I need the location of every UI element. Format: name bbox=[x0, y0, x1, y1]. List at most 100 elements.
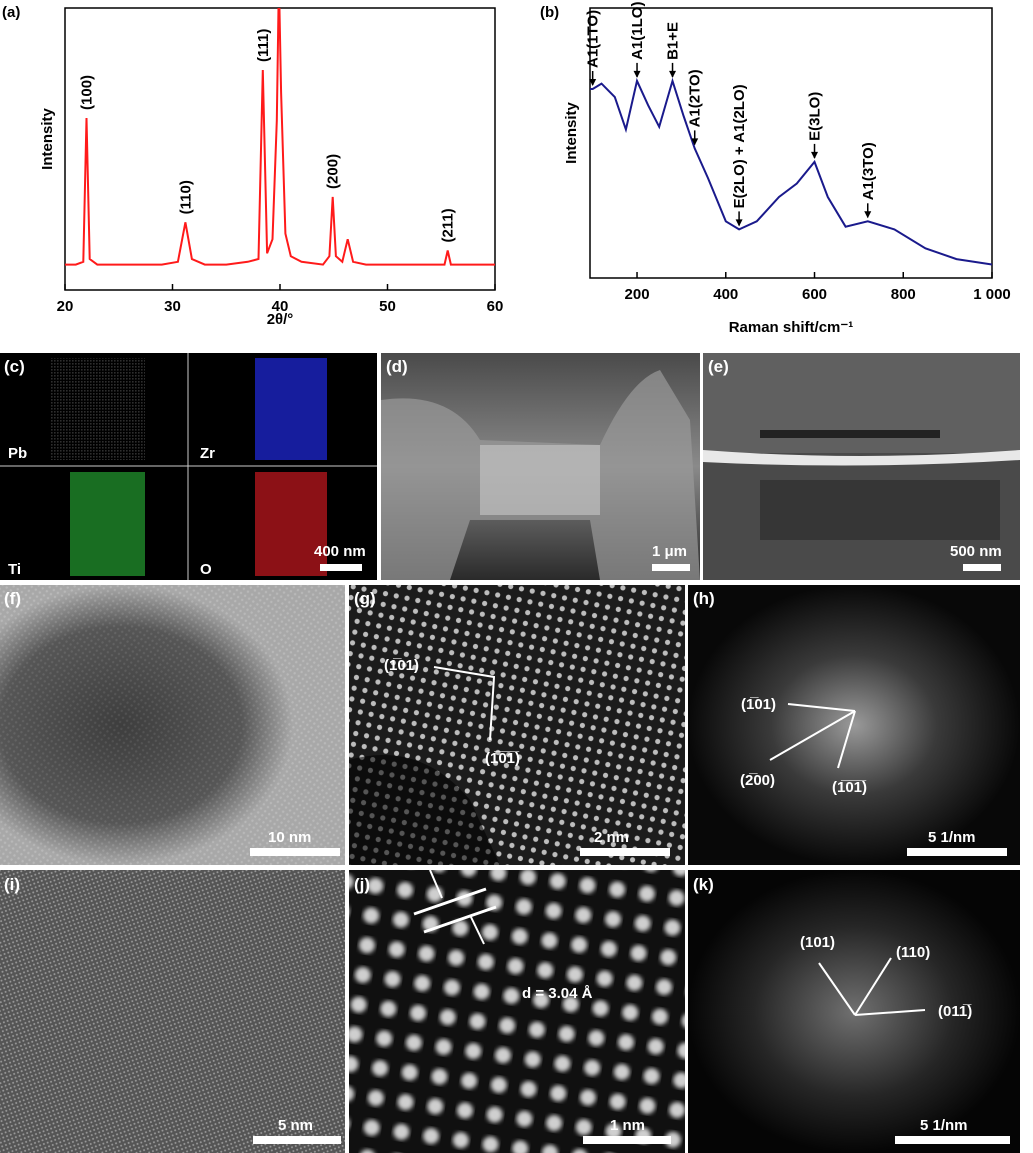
panel-h: (h) (1̅01) (2̅00) (1̅0̅1̅) 5 1/nm bbox=[688, 585, 1020, 865]
annotation: A1(3TO) bbox=[860, 142, 877, 200]
annotation: (1̅01) bbox=[741, 696, 776, 713]
data-line bbox=[590, 77, 992, 266]
x-tick-label: 1 000 bbox=[973, 286, 1011, 303]
scale-bar bbox=[580, 848, 670, 856]
x-axis-label: Raman shift/cm⁻¹ bbox=[729, 319, 854, 336]
panel-e: (e) 500 nm bbox=[703, 353, 1020, 580]
scale-bar bbox=[320, 564, 362, 571]
annotation-arrowhead bbox=[735, 219, 743, 227]
x-tick-label: 800 bbox=[891, 286, 916, 303]
eds-map bbox=[255, 358, 327, 460]
scale-bar bbox=[583, 1136, 671, 1144]
panel-j: (j) d = 3.04 Å 1 nm bbox=[349, 869, 685, 1153]
scale-bar-label: 2 nm bbox=[594, 829, 629, 846]
annotation: A1(1LO) bbox=[629, 2, 646, 60]
chart: (a) 20 30 40 50 60 2θ/° Intensity (100) (110) (111… bbox=[2, 4, 504, 328]
hrtem-image bbox=[0, 870, 345, 1153]
eds-map bbox=[70, 472, 145, 576]
annotation: B1+E bbox=[665, 22, 682, 60]
annotation: (211) bbox=[440, 208, 457, 242]
annotation-arrowhead bbox=[691, 138, 699, 146]
y-axis-label: Intensity bbox=[39, 108, 56, 170]
annotation: (011̅) bbox=[938, 1003, 972, 1020]
map-label: Zr bbox=[200, 445, 215, 462]
annotation: (200) bbox=[325, 154, 342, 189]
x-tick-label: 60 bbox=[487, 298, 504, 315]
scale-bar-label: 5 nm bbox=[278, 1117, 313, 1134]
arrow bbox=[433, 666, 496, 741]
x-tick-label: 20 bbox=[57, 298, 74, 315]
scale-bar-label: 400 nm bbox=[314, 543, 366, 560]
panel-d: (d) 1 μm bbox=[381, 353, 700, 580]
hrtem-shading bbox=[0, 585, 345, 865]
map-label: Pb bbox=[8, 445, 27, 462]
annotation-arrowhead bbox=[811, 151, 819, 159]
annotation: E(3LO) bbox=[807, 92, 824, 141]
panel-label: (i) bbox=[4, 875, 20, 894]
eds-map bbox=[255, 472, 327, 576]
panel-label: (a) bbox=[2, 4, 20, 21]
annotation: (110) bbox=[896, 944, 930, 961]
annotation: (1̅01) bbox=[384, 657, 419, 674]
panel-c: (c) Pb Zr Ti O 400 nm bbox=[0, 353, 377, 580]
panel-label: (c) bbox=[4, 357, 25, 376]
panel-label: (k) bbox=[693, 875, 714, 894]
x-tick-label: 40 bbox=[272, 298, 289, 315]
eds-map bbox=[50, 358, 145, 460]
sem-lamella bbox=[480, 445, 600, 515]
scale-bar bbox=[907, 848, 1007, 856]
annotation: (2̅00) bbox=[740, 772, 775, 789]
scale-bar-label: 5 1/nm bbox=[928, 829, 976, 846]
x-axis-label: 2θ/° bbox=[267, 311, 294, 328]
panel-label: (e) bbox=[708, 357, 729, 376]
annotation: A1(1TO) bbox=[585, 10, 602, 68]
annotation: E(2LO) + A1(2LO) bbox=[731, 84, 748, 208]
scale-bar bbox=[963, 564, 1001, 571]
annotation: (100) bbox=[79, 75, 96, 110]
fft-image bbox=[688, 870, 1020, 1153]
x-tick-label: 30 bbox=[164, 298, 181, 315]
scale-bar-label: 10 nm bbox=[268, 829, 311, 846]
panel-g: (g) (1̅01) (1̅0̅1̅) 2 nm bbox=[349, 585, 685, 865]
scale-bar-label: 1 μm bbox=[652, 543, 687, 560]
sem-film bbox=[760, 430, 940, 438]
chart: (b) 200 400 600 800 1 000 Raman shift/cm⁻¹ Inte… bbox=[540, 2, 1011, 336]
scale-bar bbox=[250, 848, 340, 856]
panel-f: (f) 10 nm bbox=[0, 585, 345, 865]
annotation: (1̅0̅1̅) bbox=[485, 750, 520, 767]
map-label: O bbox=[200, 561, 212, 578]
panel-label: (d) bbox=[386, 357, 408, 376]
sem-bridge bbox=[703, 450, 1020, 466]
panel-label: (g) bbox=[354, 589, 376, 608]
annotation: A1(2TO) bbox=[687, 69, 704, 127]
fft-arrows bbox=[769, 703, 856, 769]
hrtem-image bbox=[349, 870, 685, 1153]
x-tick-label: 600 bbox=[802, 286, 827, 303]
plot-frame bbox=[589, 7, 993, 279]
panel-label: (b) bbox=[540, 4, 559, 21]
fft-image bbox=[688, 585, 1020, 865]
y-axis-label: Intensity bbox=[563, 102, 580, 164]
scale-bar bbox=[652, 564, 690, 571]
annotation-arrowhead bbox=[864, 211, 872, 219]
annotation-arrowhead bbox=[669, 70, 677, 78]
spacing-marker bbox=[413, 869, 497, 945]
annotation: (111) bbox=[255, 29, 272, 62]
annotation: (110) bbox=[177, 180, 194, 214]
scale-bar bbox=[253, 1136, 341, 1144]
scale-bar bbox=[895, 1136, 1010, 1144]
data-line bbox=[65, 8, 495, 266]
x-tick-label: 400 bbox=[713, 286, 738, 303]
x-tick-label: 50 bbox=[379, 298, 396, 315]
panel-label: (j) bbox=[354, 875, 370, 894]
sem-image bbox=[760, 480, 1000, 540]
panel-k: (k) (101) (110) (011̅) 5 1/nm bbox=[688, 870, 1020, 1153]
scale-bar-label: 500 nm bbox=[950, 543, 1002, 560]
panel-label: (f) bbox=[4, 589, 21, 608]
annotation: d = 3.04 Å bbox=[522, 985, 593, 1002]
panel-i: (i) 5 nm bbox=[0, 870, 345, 1153]
shading bbox=[349, 755, 500, 865]
annotation-arrowhead bbox=[589, 79, 597, 86]
fft-arrows bbox=[818, 957, 926, 1016]
